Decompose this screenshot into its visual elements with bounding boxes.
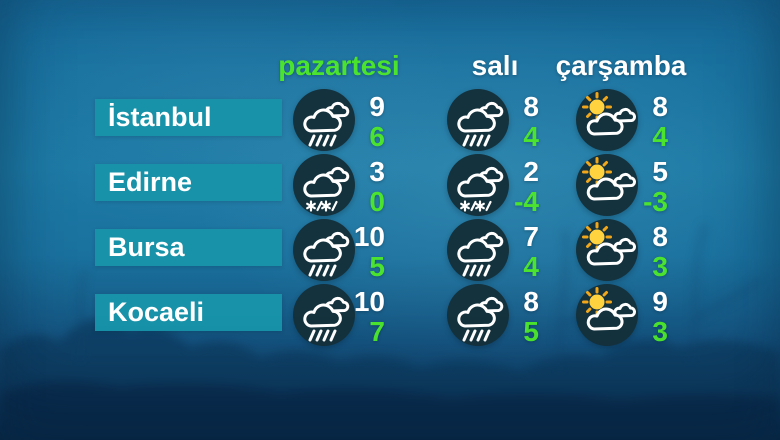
high-temp: 9	[652, 286, 668, 317]
temperature-pair: 9 3	[606, 287, 668, 347]
rain-icon	[293, 219, 355, 281]
city-label-band: Edirne	[95, 164, 282, 201]
high-temp: 7	[523, 221, 539, 252]
city-name: Edirne	[108, 167, 193, 197]
weather-icon-circle	[576, 284, 638, 346]
weather-icon-circle	[293, 284, 355, 346]
temperature-pair: 9 6	[323, 92, 385, 152]
low-temp: 4	[523, 121, 539, 152]
low-temp: 3	[652, 251, 668, 282]
high-temp: 5	[652, 156, 668, 187]
sun-cloud-icon	[576, 284, 638, 346]
temperature-pair: 5 -3	[606, 157, 668, 217]
weather-icon-circle	[293, 89, 355, 151]
city-name: İstanbul	[108, 102, 212, 132]
weather-icon-circle	[447, 219, 509, 281]
low-temp: -3	[643, 186, 668, 217]
low-temp: 4	[523, 251, 539, 282]
weather-icon-circle	[576, 219, 638, 281]
weather-icon-circle	[576, 154, 638, 216]
low-temp: 5	[369, 251, 385, 282]
forecast-cell: 9 3	[576, 284, 676, 350]
high-temp: 8	[652, 221, 668, 252]
low-temp: 5	[523, 316, 539, 347]
city-name: Kocaeli	[108, 297, 205, 327]
sun-cloud-icon	[576, 219, 638, 281]
forecast-row: Bursa 10 5	[0, 219, 780, 285]
low-temp: -4	[514, 186, 539, 217]
sun-cloud-icon	[576, 89, 638, 151]
forecast-cell: 10 5	[293, 219, 393, 285]
rain-icon	[293, 284, 355, 346]
forecast-row: Edirne 3 0	[0, 154, 780, 220]
city-label-band: Kocaeli	[95, 294, 282, 331]
forecast-row: Kocaeli 10 7	[0, 284, 780, 350]
temperature-pair: 8 3	[606, 222, 668, 282]
forecast-cell: 9 6	[293, 89, 393, 155]
forecast-cell: 7 4	[447, 219, 547, 285]
high-temp: 2	[523, 156, 539, 187]
high-temp: 8	[652, 91, 668, 122]
low-temp: 6	[369, 121, 385, 152]
tree-silhouette-background	[0, 224, 780, 440]
city-label-band: İstanbul	[95, 99, 282, 136]
temperature-pair: 7 4	[477, 222, 539, 282]
forecast-cell: 10 7	[293, 284, 393, 350]
sleet-icon	[447, 154, 509, 216]
temperature-pair: 8 4	[606, 92, 668, 152]
weather-icon-circle	[293, 219, 355, 281]
low-temp: 3	[652, 316, 668, 347]
sun-cloud-icon	[576, 154, 638, 216]
forecast-cell: 8 4	[447, 89, 547, 155]
forecast-row: İstanbul 9 6	[0, 89, 780, 155]
day-header-sali: salı	[471, 50, 519, 81]
sleet-icon	[293, 154, 355, 216]
temperature-pair: 2 -4	[477, 157, 539, 217]
low-temp: 4	[652, 121, 668, 152]
rain-icon	[447, 284, 509, 346]
city-label-band: Bursa	[95, 229, 282, 266]
low-temp: 0	[369, 186, 385, 217]
weather-icon-circle	[447, 89, 509, 151]
forecast-cell: 8 4	[576, 89, 676, 155]
weather-icon-circle	[447, 284, 509, 346]
forecast-cell: 5 -3	[576, 154, 676, 220]
rain-icon	[447, 219, 509, 281]
temperature-pair: 10 5	[323, 222, 385, 282]
forecast-cell: 2 -4	[447, 154, 547, 220]
forecast-cell: 8 5	[447, 284, 547, 350]
day-header-pazartesi: pazartesi	[278, 50, 400, 81]
temperature-pair: 10 7	[323, 287, 385, 347]
temperature-pair: 3 0	[323, 157, 385, 217]
forecast-cell: 3 0	[293, 154, 393, 220]
weather-icon-circle	[447, 154, 509, 216]
low-temp: 7	[369, 316, 385, 347]
temperature-pair: 8 5	[477, 287, 539, 347]
rain-icon	[447, 89, 509, 151]
high-temp: 9	[369, 91, 385, 122]
high-temp: 8	[523, 286, 539, 317]
high-temp: 10	[353, 221, 385, 252]
rain-icon	[293, 89, 355, 151]
temperature-pair: 8 4	[477, 92, 539, 152]
forecast-cell: 8 3	[576, 219, 676, 285]
weather-icon-circle	[293, 154, 355, 216]
city-name: Bursa	[108, 232, 185, 262]
high-temp: 8	[523, 91, 539, 122]
weather-icon-circle	[576, 89, 638, 151]
high-temp: 3	[369, 156, 385, 187]
day-header-carsamba: çarşamba	[555, 50, 687, 81]
high-temp: 10	[353, 286, 385, 317]
